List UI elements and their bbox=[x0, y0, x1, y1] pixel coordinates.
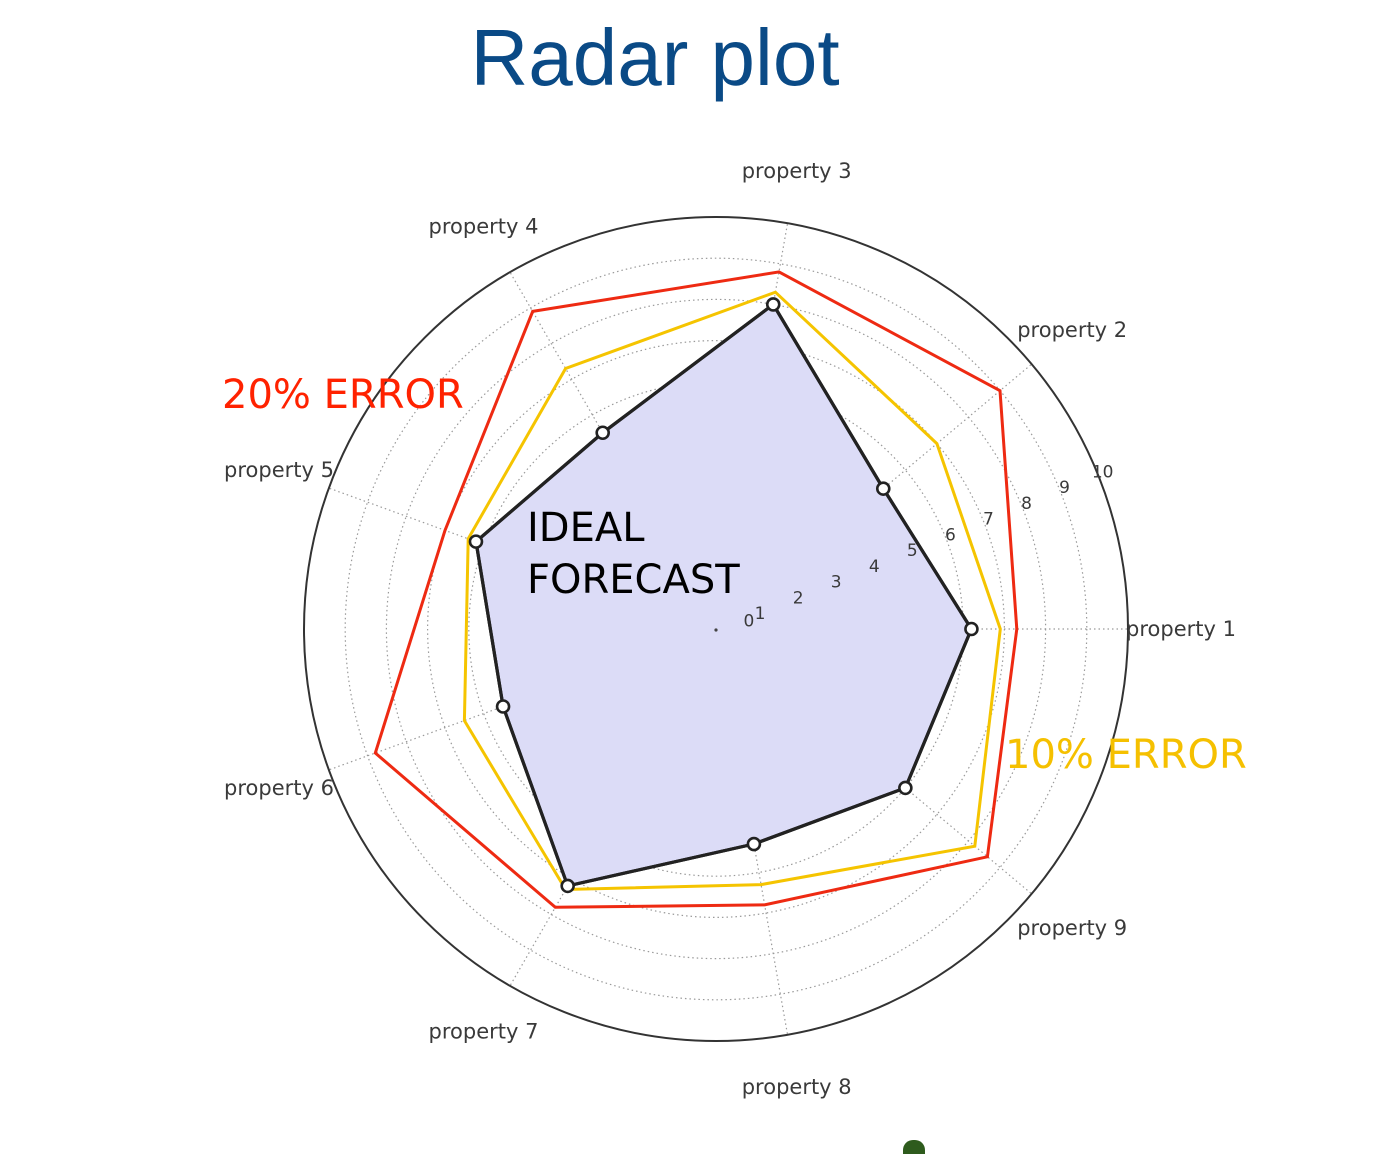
origin-dot bbox=[714, 628, 718, 632]
axis-label-property-1: property 1 bbox=[1126, 617, 1236, 641]
radial-tick-10: 10 bbox=[1092, 462, 1114, 482]
radial-tick-0: 0 bbox=[744, 611, 755, 631]
page-title: Radar plot bbox=[470, 13, 840, 102]
axis-label-property-5: property 5 bbox=[224, 458, 334, 482]
ideal-point-2 bbox=[875, 481, 891, 496]
ideal-point-3 bbox=[765, 297, 781, 312]
annotation-forecast: FORECAST bbox=[527, 557, 740, 603]
decorative-shape bbox=[903, 1140, 925, 1154]
annotations: 20% ERROR 10% ERROR IDEAL FORECAST bbox=[222, 372, 1247, 778]
radial-tick-1: 1 bbox=[755, 604, 766, 624]
radial-tick-8: 8 bbox=[1021, 494, 1032, 514]
outer-frame bbox=[303, 216, 1129, 1042]
series-20pct-error bbox=[373, 270, 1019, 909]
ideal-point-8 bbox=[746, 836, 762, 852]
radial-tick-7: 7 bbox=[983, 510, 994, 530]
axis-labels: property 1 property 2 property 3 property 4… bbox=[224, 159, 1236, 1099]
ideal-point-7 bbox=[560, 878, 575, 894]
ideal-point-5 bbox=[468, 534, 484, 549]
annotation-ideal: IDEAL bbox=[527, 505, 645, 551]
annotation-20pct-error: 20% ERROR bbox=[222, 372, 464, 418]
series-ideal-forecast-outline bbox=[474, 302, 974, 888]
radial-tick-5: 5 bbox=[907, 541, 918, 561]
grid-circle-9 bbox=[344, 257, 1088, 1001]
annotation-10pct-error: 10% ERROR bbox=[1005, 732, 1247, 778]
axis-label-property-2: property 2 bbox=[1017, 318, 1127, 342]
axis-label-property-4: property 4 bbox=[429, 214, 539, 238]
radial-tick-2: 2 bbox=[793, 588, 804, 608]
radial-tick-6: 6 bbox=[945, 525, 956, 545]
ideal-point-4 bbox=[595, 425, 611, 441]
radar-markers bbox=[468, 297, 979, 894]
series-10pct-error bbox=[462, 290, 1002, 892]
radial-tick-9: 9 bbox=[1059, 478, 1070, 498]
radar-series bbox=[373, 270, 1019, 909]
radial-tick-4: 4 bbox=[869, 557, 880, 577]
axis-label-property-6: property 6 bbox=[224, 776, 334, 800]
radial-ticks: 0 1 2 3 4 5 6 7 8 9 10 bbox=[714, 462, 1114, 632]
ideal-point-1 bbox=[964, 621, 979, 637]
radial-tick-3: 3 bbox=[831, 573, 842, 593]
ideal-point-9 bbox=[898, 780, 913, 796]
axis-label-property-7: property 7 bbox=[429, 1020, 539, 1044]
axis-label-property-9: property 9 bbox=[1017, 916, 1127, 940]
axis-label-property-8: property 8 bbox=[742, 1075, 852, 1099]
ideal-point-6 bbox=[495, 699, 511, 714]
axis-label-property-3: property 3 bbox=[742, 159, 852, 183]
